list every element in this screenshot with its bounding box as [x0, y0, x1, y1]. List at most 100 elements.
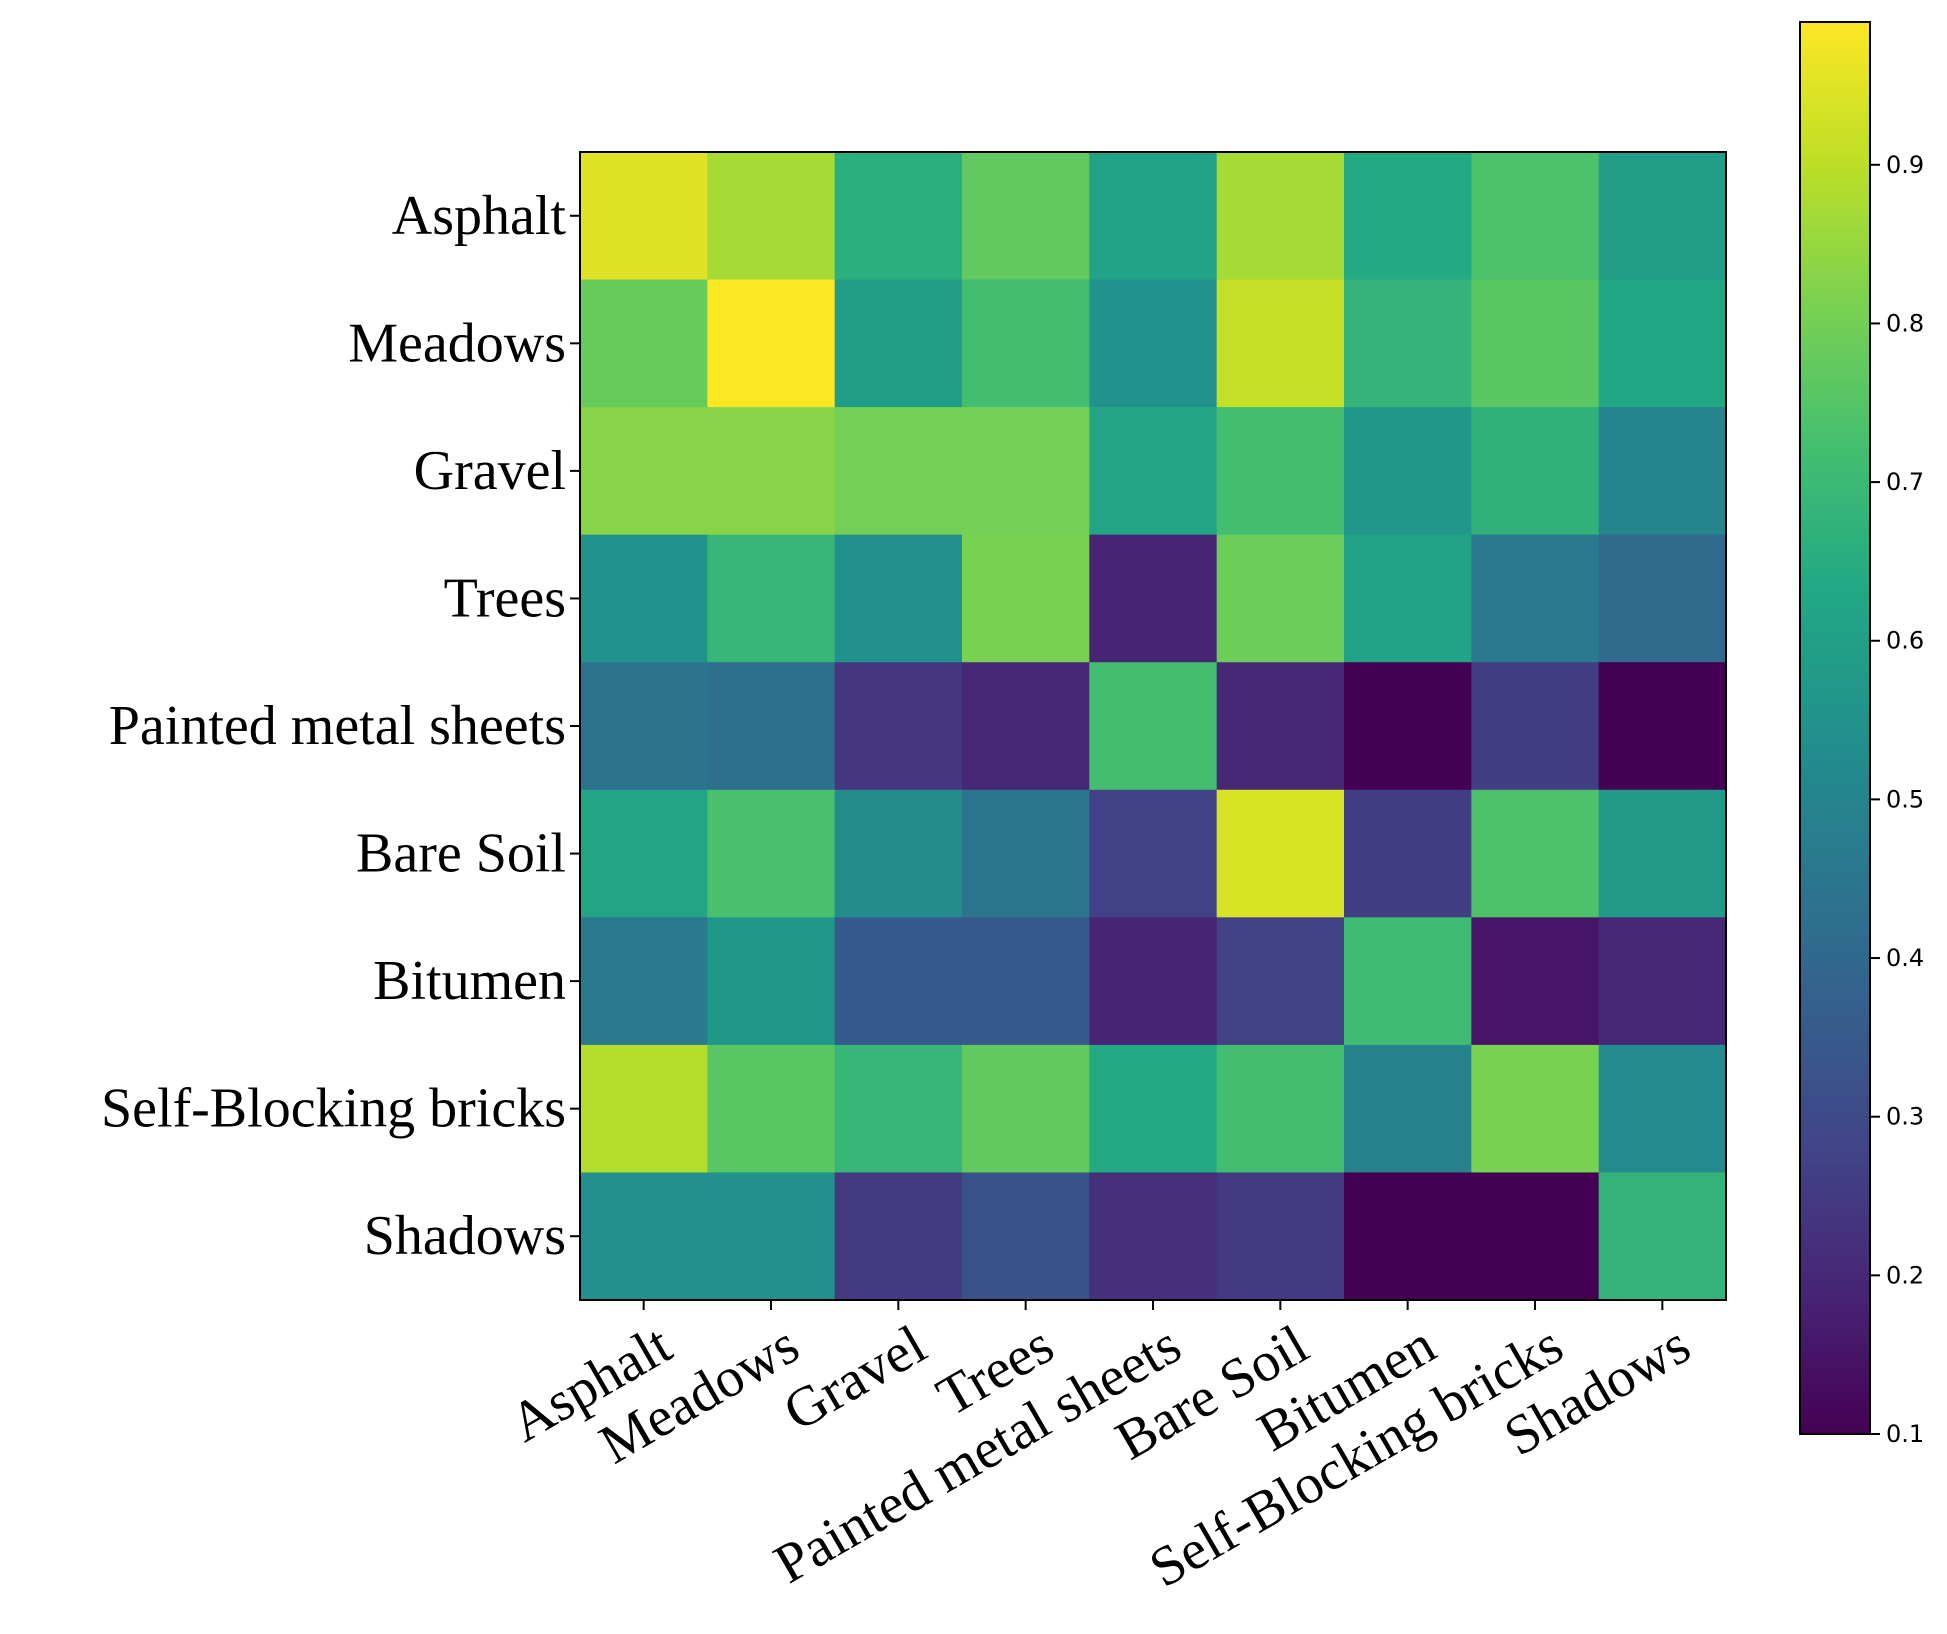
heatmap-cell: [1344, 279, 1472, 408]
row-label: Asphalt: [392, 185, 567, 247]
heatmap-cell: [834, 534, 963, 663]
heatmap-cell: [834, 789, 963, 918]
heatmap-cell: [1598, 917, 1727, 1046]
heatmap-cell: [707, 1044, 836, 1174]
heatmap-cell: [707, 279, 836, 408]
heatmap-cell: [1216, 152, 1345, 281]
heatmap-cell: [707, 407, 836, 536]
heatmap-cell: [1598, 152, 1727, 281]
heatmap-cell: [1471, 789, 1600, 918]
heatmap-cells: [580, 152, 1727, 1301]
heatmap-cell: [580, 1172, 708, 1301]
heatmap-cell: [1471, 534, 1600, 663]
heatmap-cell: [1344, 1044, 1472, 1174]
heatmap-cell: [1216, 534, 1345, 663]
colorbar-tick-label: 0.7: [1886, 468, 1924, 496]
heatmap-cell: [1089, 152, 1218, 281]
heatmap-cell: [1089, 279, 1218, 408]
heatmap-cell: [580, 279, 708, 408]
heatmap-cell: [1216, 789, 1345, 918]
heatmap-cell: [580, 152, 708, 281]
heatmap-cell: [1471, 407, 1600, 536]
heatmap-cell: [707, 789, 836, 918]
heatmap-cell: [580, 789, 708, 918]
heatmap-cell: [1089, 662, 1218, 791]
colorbar-tick-label: 0.4: [1886, 944, 1924, 972]
colorbar-tick-label: 0.3: [1886, 1103, 1924, 1131]
heatmap-cell: [1089, 789, 1218, 918]
heatmap-cell: [707, 662, 836, 791]
heatmap-cell: [1089, 534, 1218, 663]
heatmap-cell: [1598, 534, 1727, 663]
heatmap-cell: [962, 662, 1090, 791]
heatmap-cell: [834, 662, 963, 791]
heatmap-cell: [1344, 917, 1472, 1046]
heatmap-cell: [1216, 662, 1345, 791]
heatmap-cell: [707, 534, 836, 663]
heatmap-cell: [1471, 1044, 1600, 1174]
heatmap-cell: [962, 152, 1090, 281]
heatmap-cell: [834, 279, 963, 408]
heatmap-cell: [580, 662, 708, 791]
column-label: Gravel: [773, 1314, 936, 1444]
row-label: Meadows: [348, 312, 566, 374]
heatmap-cell: [962, 1044, 1090, 1174]
heatmap-cell: [580, 917, 708, 1046]
row-label: Bitumen: [373, 950, 566, 1012]
colorbar-tick-label: 0.5: [1886, 785, 1924, 813]
row-label: Painted metal sheets: [109, 695, 566, 757]
heatmap-cell: [1089, 1044, 1218, 1174]
colorbar: [1799, 21, 1871, 1435]
colorbar-tick-label: 0.9: [1886, 151, 1924, 179]
heatmap-cell: [1344, 662, 1472, 791]
heatmap-cell: [1344, 789, 1472, 918]
heatmap-cell: [1598, 1172, 1727, 1301]
heatmap-cell: [1344, 534, 1472, 663]
colorbar-tick-label: 0.1: [1886, 1420, 1924, 1448]
heatmap-cell: [834, 917, 963, 1046]
row-axis: Asphalt Meadows Gravel Trees Painted metal s…: [101, 185, 580, 1267]
heatmap-cell: [834, 152, 963, 281]
colorbar-axis: 0.1 0.2 0.3 0.4 0.5 0.6 0.7 0.8 0.9: [1870, 151, 1924, 1448]
heatmap-cell: [1598, 1044, 1727, 1174]
heatmap-cell: [962, 279, 1090, 408]
heatmap-cell: [1471, 279, 1600, 408]
heatmap-cell: [1216, 917, 1345, 1046]
heatmap-cell: [834, 1172, 963, 1301]
heatmap-cell: [1344, 152, 1472, 281]
heatmap-cell: [1089, 1172, 1218, 1301]
heatmap-cell: [1216, 407, 1345, 536]
heatmap-cell: [707, 1172, 836, 1301]
heatmap-cell: [1598, 662, 1727, 791]
colorbar-tick-label: 0.6: [1886, 627, 1924, 655]
heatmap-cell: [1471, 662, 1600, 791]
colorbar-tick-label: 0.2: [1886, 1261, 1924, 1289]
heatmap-cell: [707, 152, 836, 281]
heatmap-cell: [1471, 152, 1600, 281]
heatmap-cell: [834, 407, 963, 536]
heatmap-cell: [1471, 1172, 1600, 1301]
heatmap-cell: [1598, 279, 1727, 408]
heatmap-cell: [1089, 407, 1218, 536]
heatmap-cell: [580, 534, 708, 663]
heatmap-cell: [962, 789, 1090, 918]
heatmap-cell: [834, 1044, 963, 1174]
heatmap-cell: [962, 407, 1090, 536]
heatmap-cell: [707, 917, 836, 1046]
row-label: Trees: [444, 567, 566, 629]
heatmap-cell: [1216, 1044, 1345, 1174]
heatmap-cell: [1598, 789, 1727, 918]
row-label: Self-Blocking bricks: [101, 1078, 566, 1140]
heatmap-cell: [1471, 917, 1600, 1046]
heatmap-cell: [1089, 917, 1218, 1046]
row-label: Gravel: [414, 440, 566, 502]
heatmap-cell: [1216, 1172, 1345, 1301]
heatmap-cell: [580, 407, 708, 536]
colorbar-tick-label: 0.8: [1886, 309, 1924, 337]
row-label: Shadows: [364, 1205, 566, 1267]
heatmap-cell: [1344, 1172, 1472, 1301]
heatmap-cell: [962, 1172, 1090, 1301]
heatmap-cell: [962, 534, 1090, 663]
